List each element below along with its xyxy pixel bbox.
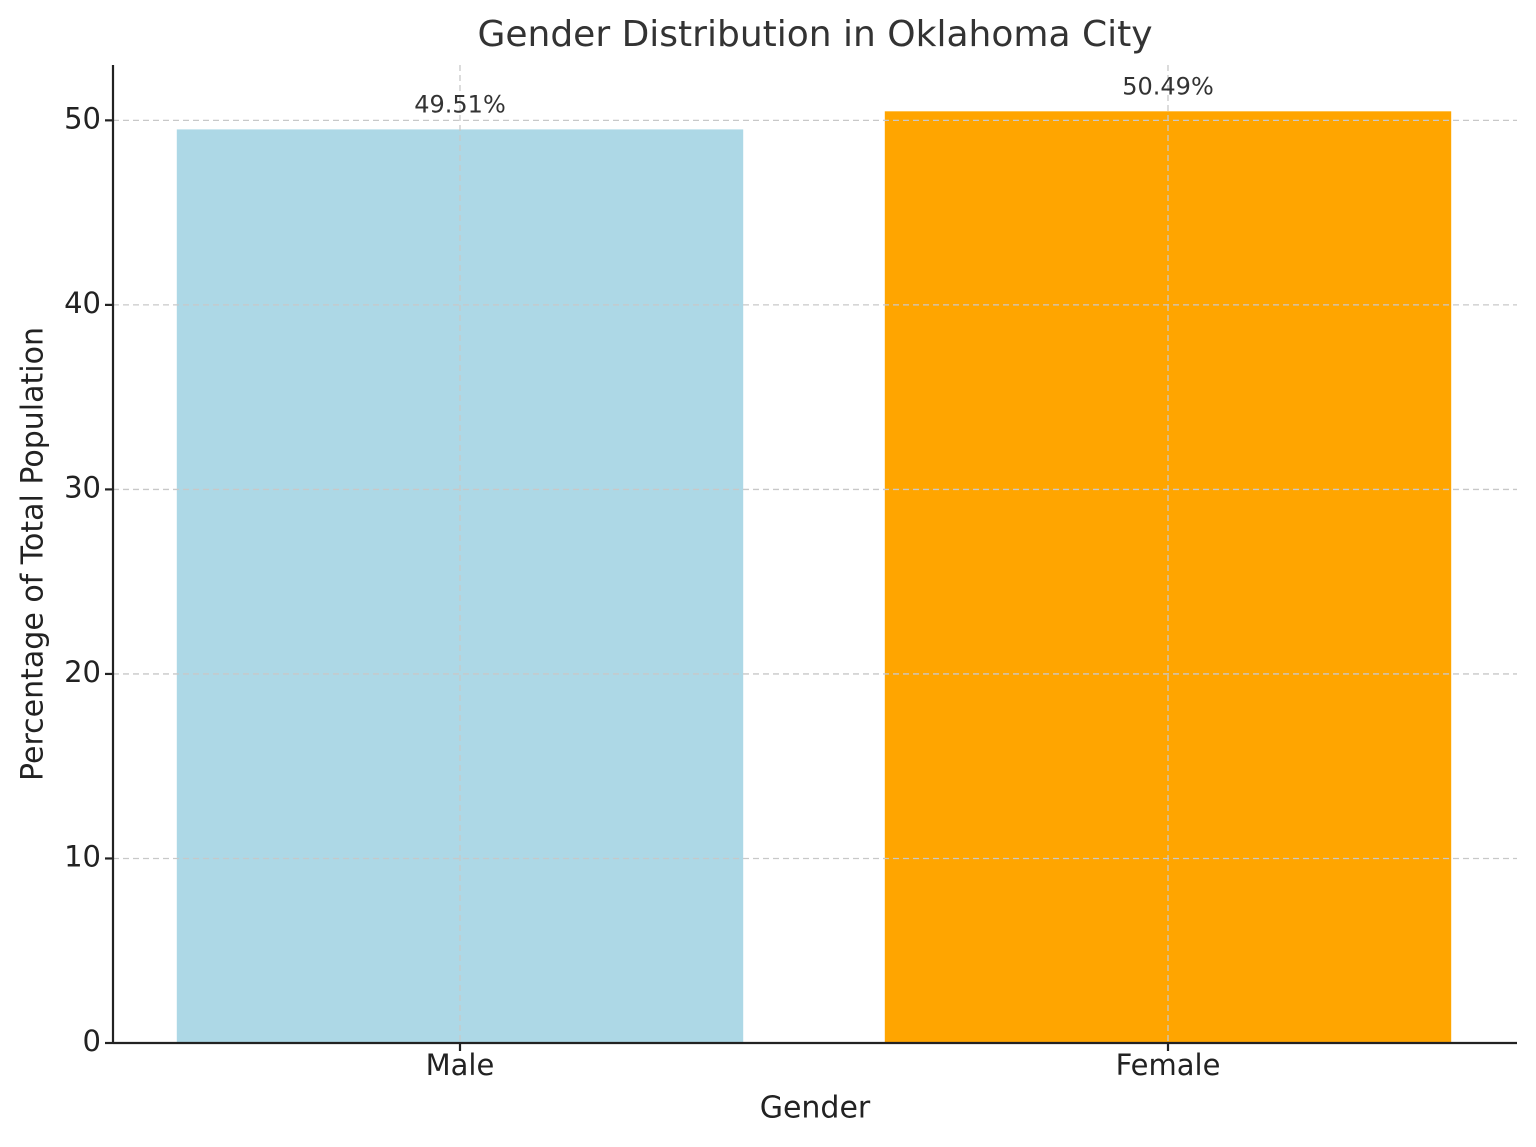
y-tick-label: 40	[64, 286, 101, 320]
x-tick-label: Female	[1116, 1048, 1221, 1082]
x-tick-label: Male	[426, 1048, 495, 1082]
y-tick-label: 20	[64, 655, 101, 689]
chart-title: Gender Distribution in Oklahoma City	[477, 14, 1152, 55]
x-axis-label: Gender	[760, 1091, 871, 1126]
y-tick-label: 0	[83, 1024, 101, 1058]
y-tick-label: 50	[64, 101, 101, 135]
y-tick-label: 30	[64, 470, 101, 504]
value-label: 50.49%	[1122, 72, 1214, 100]
value-label: 49.51%	[414, 90, 506, 118]
y-axis-label: Percentage of Total Population	[16, 327, 51, 781]
y-tick-label: 10	[64, 839, 101, 873]
